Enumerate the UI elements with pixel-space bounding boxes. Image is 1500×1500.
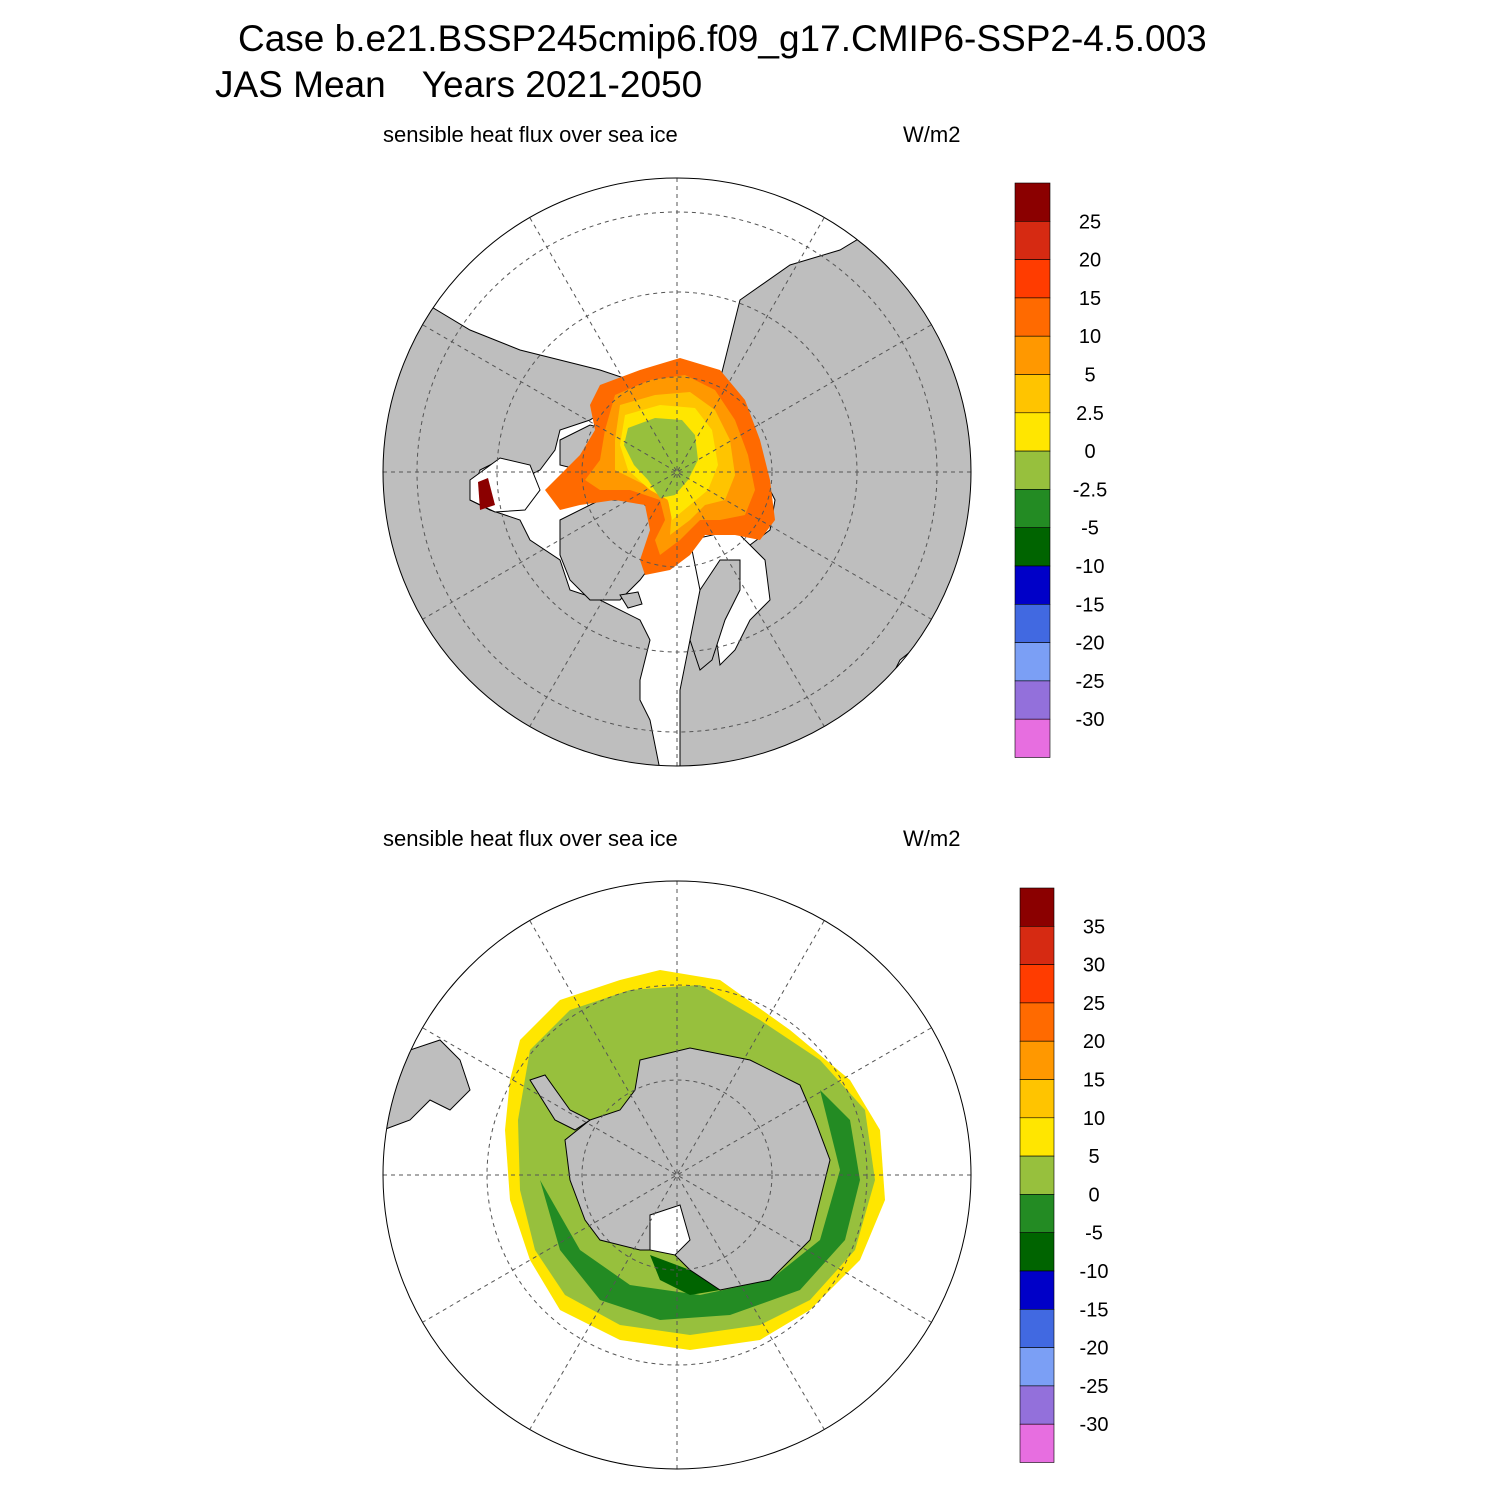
colorbar-swatch [1019,1194,1055,1234]
colorbar-swatch [1019,1270,1055,1310]
colorbar-label: 25 [1079,211,1101,233]
colorbar-swatch [1014,527,1051,567]
colorbar-swatch [1019,1423,1055,1463]
colorbar-swatch [1019,887,1055,927]
north-map-border [382,177,972,767]
north-flux-band-neg [624,418,698,498]
north-units-label: W/m2 [903,122,961,147]
colorbar-swatch [1014,221,1051,260]
colorbar-swatch [1019,1117,1055,1157]
colorbar-label: 5 [1084,365,1095,387]
colorbar-swatch [1019,964,1055,1004]
colorbar-label: -10 [1080,1261,1109,1283]
south-graticule [383,881,971,1469]
colorbar-swatch [1014,412,1051,452]
south-ross-ice [649,1204,691,1256]
season-label: JAS Mean [215,64,386,105]
south-land-antarctica [564,1047,831,1291]
colorbar-label: -15 [1080,1299,1109,1321]
colorbar-label: 35 [1083,916,1105,938]
north-land-iceland [619,591,643,609]
colorbar-label: 0 [1088,1184,1099,1206]
south-land-peninsula [529,1074,591,1131]
colorbar-swatch [1019,1309,1055,1348]
period-title: JAS Mean Years 2021-2050 [215,64,702,106]
south-flux-band-dark [650,1255,720,1295]
north-polar-map [382,177,972,767]
north-variable-label: sensible heat flux over sea ice [383,122,678,147]
colorbar-swatch [1014,718,1051,758]
colorbar-label: -5 [1081,518,1099,540]
north-colorbar: 25 20 15 10 5 2.5 0 -2.5 -5 -10 -15 -20 -25 -30 [1014,182,1107,758]
colorbar-label: -2.5 [1073,479,1107,501]
colorbar-swatch [1019,1079,1055,1119]
north-flux-field [478,358,775,575]
colorbar-swatch [1014,489,1051,528]
colorbar-swatch [1014,259,1051,299]
colorbar-swatch [1019,1002,1055,1042]
colorbar-swatch [1019,1385,1055,1425]
colorbar-label: 20 [1079,250,1101,272]
north-flux-hudson-strip [478,478,495,510]
south-map-border [382,880,972,1470]
colorbar-label: 5 [1088,1146,1099,1168]
colorbar-swatch [1014,374,1051,414]
south-units-label: W/m2 [903,826,961,851]
colorbar-swatch [1019,1155,1055,1195]
colorbar-label: 25 [1083,993,1105,1015]
colorbar-label: 2.5 [1076,403,1104,425]
colorbar-label: -25 [1076,671,1105,693]
colorbar-label: -25 [1080,1376,1109,1398]
colorbar-label: -5 [1085,1223,1103,1245]
colorbar-label: -30 [1080,1414,1109,1436]
colorbar-swatch [1019,1040,1055,1080]
colorbar-label: -30 [1076,709,1105,731]
case-title: Case b.e21.BSSP245cmip6.f09_g17.CMIP6-SS… [238,18,1207,59]
south-colorbar: 35 30 25 20 15 10 5 0 -5 -10 -15 -20 -25 -30 [1019,887,1109,1463]
colorbar-label: -20 [1080,1338,1109,1360]
colorbar-swatch [1014,182,1051,222]
colorbar-label: -15 [1076,594,1105,616]
colorbar-swatch [1014,642,1051,682]
south-variable-label: sensible heat flux over sea ice [383,826,678,851]
south-polar-map [382,880,972,1470]
south-flux-band-0 [540,1090,860,1320]
colorbar-swatch [1014,565,1051,605]
colorbar-swatch [1014,335,1051,375]
colorbar-swatch [1014,297,1051,337]
colorbar-label: 10 [1079,326,1101,348]
colorbar-label: 20 [1083,1031,1105,1053]
north-graticule [383,178,971,766]
colorbar-label: 0 [1084,441,1095,463]
colorbar-label: -10 [1076,556,1105,578]
south-flux-field [505,970,885,1350]
north-land-scandinavia [689,559,741,671]
colorbar-swatch [1014,450,1051,490]
colorbar-swatch [1014,603,1051,643]
colorbar-swatch [1019,1232,1055,1272]
colorbar-label: 15 [1083,1070,1105,1092]
years-label: Years 2021-2050 [421,64,703,105]
colorbar-label: 15 [1079,288,1101,310]
colorbar-label: -20 [1076,633,1105,655]
colorbar-label: 10 [1083,1108,1105,1130]
colorbar-swatch [1019,925,1055,965]
colorbar-swatch [1014,680,1051,720]
colorbar-label: 30 [1083,955,1105,977]
colorbar-swatch [1019,1347,1055,1387]
